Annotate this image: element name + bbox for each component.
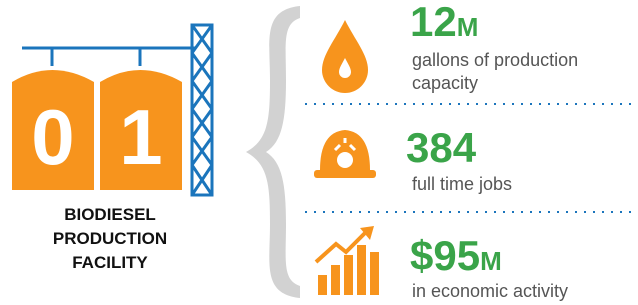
facility-label: FACILITY [72, 253, 148, 272]
infographic: 0 1 BIODIESEL PRODUCTION FACILITY 12M ga… [0, 0, 638, 305]
stat-description: in economic activity [412, 281, 568, 301]
drop-icon [322, 20, 368, 93]
brace [246, 6, 300, 298]
growth-icon [316, 226, 379, 295]
stat-number: $95 [410, 232, 480, 279]
stat-value: $95M [410, 232, 502, 279]
facility-digit: 1 [119, 93, 162, 181]
stat-description: gallons of production [412, 50, 578, 70]
stat-unit: M [457, 12, 479, 42]
stat-number: 384 [406, 124, 477, 171]
stat-number: 12 [410, 0, 457, 45]
stat-unit: M [480, 246, 502, 276]
stat-value: 12M [410, 0, 478, 45]
hardhat-icon [314, 130, 376, 178]
facility-label: BIODIESEL [64, 205, 156, 224]
facility-digit: 0 [31, 93, 74, 181]
facility-label: PRODUCTION [53, 229, 167, 248]
stat-description: capacity [412, 73, 478, 93]
stat-description: full time jobs [412, 174, 512, 194]
stat-value: 384 [406, 124, 477, 171]
